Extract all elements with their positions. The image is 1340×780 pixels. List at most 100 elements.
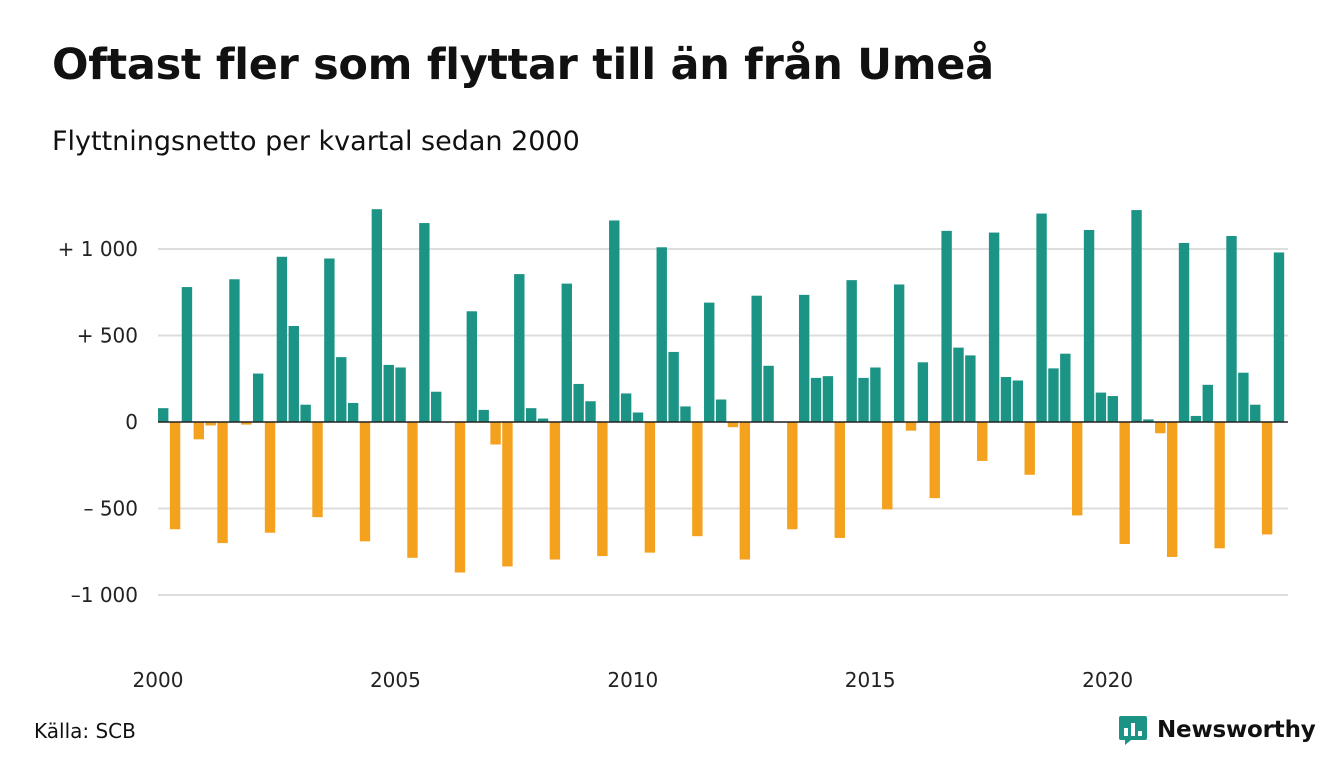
bar xyxy=(371,209,383,422)
bar xyxy=(917,362,929,422)
bar xyxy=(1250,404,1261,422)
bar xyxy=(276,256,288,422)
bar xyxy=(1107,396,1118,422)
bar xyxy=(1119,422,1130,544)
bar xyxy=(692,422,703,537)
bar xyxy=(704,302,715,422)
bar xyxy=(312,422,323,518)
bar xyxy=(739,422,751,560)
brand-name: Newsworthy xyxy=(1157,717,1316,743)
y-tick-label: –1 000 xyxy=(71,583,138,607)
bar xyxy=(597,422,608,557)
x-tick-label: 2010 xyxy=(607,668,658,692)
bar xyxy=(193,422,205,440)
bar xyxy=(787,422,798,530)
bar xyxy=(1190,415,1202,422)
bar xyxy=(1226,236,1237,422)
bar xyxy=(561,283,572,422)
bar xyxy=(585,401,596,422)
bar xyxy=(893,284,905,422)
bar xyxy=(1000,377,1012,422)
bar xyxy=(953,347,964,422)
bar xyxy=(905,422,917,431)
bar xyxy=(1024,422,1035,475)
bar xyxy=(715,399,727,422)
bar xyxy=(181,287,193,422)
bar xyxy=(573,383,584,422)
bar xyxy=(1060,353,1071,422)
source-note: Källa: SCB xyxy=(34,719,136,743)
bar xyxy=(300,404,311,422)
bar xyxy=(668,351,679,422)
gridlines xyxy=(158,248,1288,596)
bar xyxy=(810,377,822,422)
bar xyxy=(834,422,845,538)
x-tick-label: 2000 xyxy=(133,668,184,692)
y-tick-label: + 500 xyxy=(77,324,138,348)
bar-chart-speech-bubble-icon xyxy=(1119,716,1147,745)
bar xyxy=(822,376,834,422)
bar xyxy=(490,422,501,445)
bar xyxy=(1166,422,1178,557)
bar xyxy=(1131,210,1142,422)
bar xyxy=(609,220,620,422)
bar xyxy=(431,391,442,422)
bar xyxy=(229,279,240,422)
bar xyxy=(977,422,988,461)
bar xyxy=(620,393,632,422)
x-tick-label: 2005 xyxy=(370,668,421,692)
bar xyxy=(537,418,549,422)
bar xyxy=(644,422,656,553)
bar xyxy=(1273,252,1285,422)
x-tick-label: 2015 xyxy=(845,668,896,692)
bar xyxy=(680,406,691,422)
bar xyxy=(1214,422,1225,549)
bar xyxy=(288,325,299,422)
bar xyxy=(454,422,466,573)
bar xyxy=(751,295,762,422)
bar xyxy=(359,422,371,542)
bar xyxy=(1261,422,1273,535)
bar xyxy=(169,422,181,530)
bar xyxy=(727,422,739,428)
bar xyxy=(632,412,644,422)
bar xyxy=(514,274,525,422)
y-tick-label: – 500 xyxy=(83,497,138,521)
bar xyxy=(549,422,561,560)
bar xyxy=(858,377,869,422)
bar xyxy=(336,357,347,423)
bar xyxy=(264,422,276,533)
bar xyxy=(205,422,216,426)
bar xyxy=(395,367,406,422)
bar xyxy=(1143,419,1154,422)
bar xyxy=(158,408,169,422)
bar xyxy=(478,409,489,422)
bar-chart: + 1 000 + 500 0 – 500 –1 000 2000 2005 2010 2015… xyxy=(58,209,1288,692)
x-tick-label: 2020 xyxy=(1082,668,1133,692)
bar xyxy=(525,408,537,422)
bar xyxy=(383,364,394,422)
bar xyxy=(1202,384,1213,422)
bar xyxy=(502,422,513,567)
bar xyxy=(965,355,976,422)
bar xyxy=(1012,380,1024,422)
bar xyxy=(929,422,940,499)
bar xyxy=(882,422,893,510)
axes: + 1 000 + 500 0 – 500 –1 000 2000 2005 2010 2015… xyxy=(58,237,1288,692)
bar xyxy=(798,294,810,422)
bar xyxy=(1238,372,1249,422)
y-tick-label: 0 xyxy=(125,410,138,434)
bar xyxy=(217,422,228,544)
bar xyxy=(763,365,774,422)
bar xyxy=(870,367,881,422)
bar xyxy=(407,422,418,558)
bar xyxy=(1178,242,1190,422)
bar xyxy=(941,230,952,422)
y-tick-label: + 1 000 xyxy=(58,237,138,261)
bar xyxy=(846,280,857,422)
bar xyxy=(1036,213,1047,422)
bar xyxy=(656,247,667,422)
bars xyxy=(158,209,1285,573)
bar xyxy=(347,402,359,422)
bar xyxy=(1083,229,1095,422)
